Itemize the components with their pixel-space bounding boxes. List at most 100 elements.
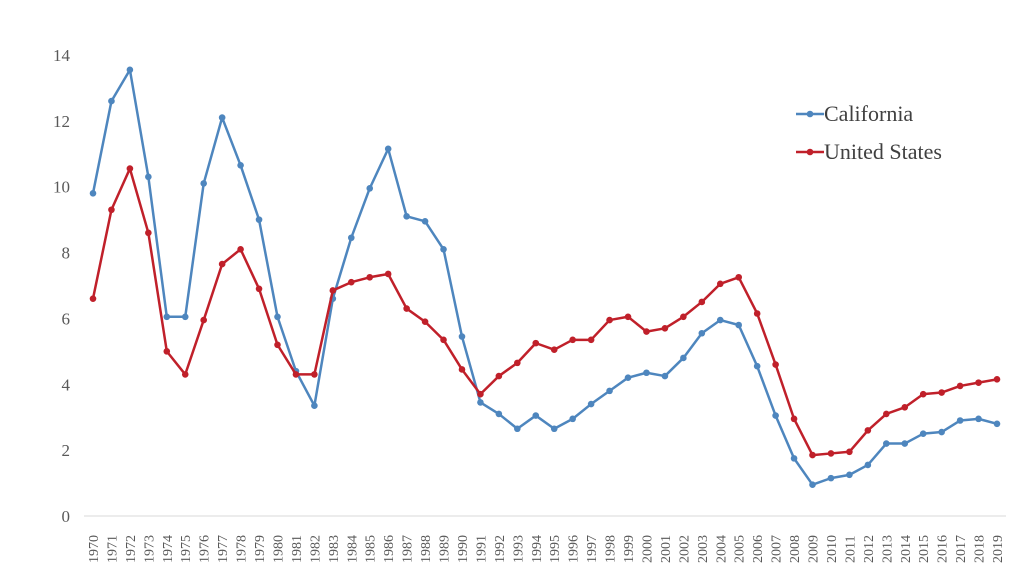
x-tick-label: 1974 <box>161 535 176 563</box>
data-point <box>237 162 244 169</box>
data-point <box>624 313 632 321</box>
data-point <box>735 273 743 281</box>
data-point <box>89 190 97 197</box>
x-tick-label: 1972 <box>124 535 139 563</box>
data-point <box>384 270 392 278</box>
data-point <box>661 325 669 332</box>
data-point <box>864 427 872 434</box>
x-tick-label: 1988 <box>419 535 434 563</box>
y-tick-label: 14 <box>53 46 71 65</box>
data-point <box>329 287 337 294</box>
data-point <box>495 410 503 418</box>
data-point <box>550 425 558 433</box>
data-point <box>255 216 263 223</box>
data-point <box>347 234 355 242</box>
data-point <box>864 461 872 469</box>
data-point <box>919 390 927 398</box>
x-tick-label: 2018 <box>973 535 988 563</box>
x-tick-label: 2001 <box>659 535 674 563</box>
x-tick-label: 2010 <box>825 535 840 563</box>
x-tick-label: 1970 <box>87 535 102 563</box>
data-point <box>993 420 1001 428</box>
data-point <box>292 371 300 378</box>
x-tick-label: 1999 <box>622 535 637 563</box>
data-point <box>901 440 909 447</box>
data-point <box>606 387 613 395</box>
data-point <box>347 278 355 286</box>
data-point <box>680 354 687 362</box>
data-point <box>772 412 779 419</box>
data-point <box>883 410 890 418</box>
y-tick-label: 2 <box>62 441 71 460</box>
data-point <box>311 402 318 409</box>
data-point <box>458 333 466 340</box>
y-tick-label: 8 <box>62 244 71 263</box>
data-point <box>809 451 816 459</box>
data-point <box>587 336 595 344</box>
data-point <box>827 474 835 482</box>
data-point <box>532 339 540 347</box>
x-tick-label: 2017 <box>954 535 969 563</box>
data-point <box>108 97 115 105</box>
x-tick-label: 1976 <box>198 535 213 563</box>
data-point <box>495 372 503 380</box>
data-point <box>569 415 576 423</box>
x-tick-label: 2002 <box>677 535 692 563</box>
data-point <box>163 313 171 321</box>
x-tick-label: 1983 <box>327 535 342 563</box>
x-tick-label: 1973 <box>142 535 157 563</box>
data-point <box>956 382 964 390</box>
data-point <box>532 412 540 419</box>
data-point <box>108 206 115 214</box>
data-point <box>366 185 374 192</box>
x-tick-label: 1986 <box>382 535 397 563</box>
series-line-1 <box>91 167 998 457</box>
data-point <box>181 371 189 378</box>
data-point <box>403 213 410 220</box>
x-tick-label: 1982 <box>308 535 323 563</box>
data-point <box>274 341 281 349</box>
data-point <box>938 428 945 436</box>
data-point <box>661 372 669 380</box>
x-tick-label: 1979 <box>253 535 268 563</box>
data-point <box>698 329 706 337</box>
data-point <box>550 346 558 354</box>
series-layer <box>89 66 1001 489</box>
y-tick-label: 12 <box>53 112 70 131</box>
data-point <box>200 180 207 187</box>
y-tick-label: 10 <box>53 178 70 197</box>
x-tick-label: 1975 <box>179 535 194 563</box>
data-point <box>809 481 816 489</box>
x-tick-label: 2003 <box>696 535 711 563</box>
data-point <box>790 415 798 423</box>
x-tick-label: 1991 <box>474 535 489 563</box>
data-point <box>716 280 724 288</box>
data-point <box>643 328 650 335</box>
data-point <box>458 366 466 373</box>
x-tick-label: 1989 <box>438 535 453 563</box>
data-point <box>569 336 576 344</box>
data-point <box>772 361 779 368</box>
data-point <box>846 471 853 479</box>
data-point <box>477 399 484 406</box>
legend-swatch-marker <box>806 148 814 156</box>
data-point <box>587 400 595 408</box>
legend-label: California <box>824 101 913 126</box>
data-point <box>440 336 447 344</box>
data-point <box>624 374 632 382</box>
x-tick-label: 2013 <box>880 535 895 563</box>
data-point <box>126 66 134 74</box>
data-point <box>790 455 798 462</box>
data-point <box>643 369 650 377</box>
x-tick-label: 2000 <box>640 535 655 563</box>
data-point <box>145 229 152 237</box>
x-tick-label: 1971 <box>105 535 120 563</box>
x-tick-label: 1977 <box>216 535 231 563</box>
data-point <box>477 390 484 398</box>
x-tick-label: 2019 <box>991 535 1006 563</box>
data-point <box>200 316 207 324</box>
x-tick-label: 2012 <box>862 535 877 563</box>
